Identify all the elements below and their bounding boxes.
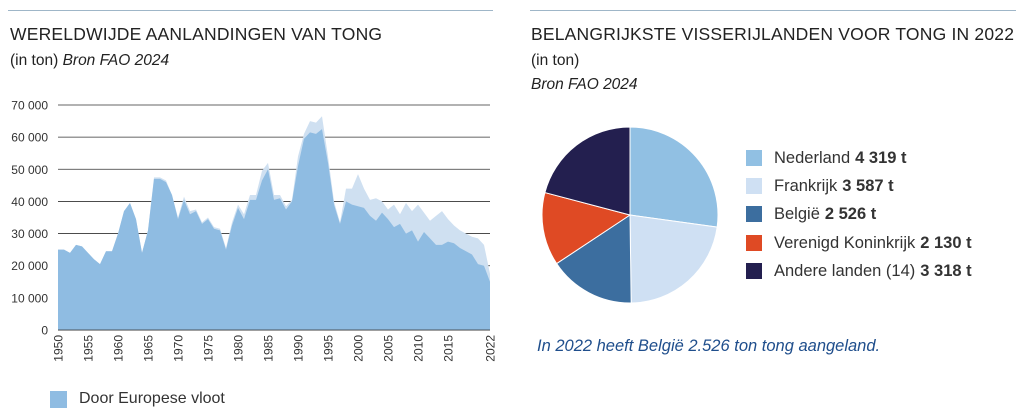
pie-legend-value: 4 319 t	[855, 148, 907, 167]
pie-legend-value: 2 130 t	[920, 233, 972, 252]
pie-slice-5	[544, 126, 631, 216]
left-legend: Door Europese vloot	[50, 390, 225, 408]
pie-legend-label: Nederland	[774, 148, 851, 167]
pie-legend-swatch	[746, 178, 762, 194]
x-tick-label: 2000	[352, 335, 366, 362]
pie-legend-label: België	[774, 204, 820, 223]
x-tick-label: 2010	[412, 335, 426, 362]
pie-slice-2	[629, 214, 718, 304]
pie-slice-1	[629, 126, 719, 228]
pie-legend-label: Frankrijk	[774, 176, 838, 195]
y-tick-label: 40 000	[11, 195, 48, 209]
pie-legend-item: Andere landen (14) 3 318 t	[746, 260, 972, 282]
legend-swatch-europe	[50, 390, 67, 408]
y-tick-label: 20 000	[11, 259, 48, 273]
y-tick-label: 0	[41, 324, 48, 338]
x-tick-label: 2022	[484, 335, 498, 362]
pie-legend-label: Verenigd Koninkrijk	[774, 233, 916, 252]
pie-legend-item: Frankrijk 3 587 t	[746, 175, 894, 197]
pie-chart	[541, 126, 719, 304]
area-europe	[58, 129, 490, 330]
pie-legend-swatch	[746, 263, 762, 279]
x-tick-label: 1975	[202, 335, 216, 362]
right-top-rule	[530, 10, 1016, 11]
right-subtitle-source: Bron FAO 2024	[531, 76, 638, 93]
pie-legend-value: 2 526 t	[824, 204, 877, 223]
legend-label-europe: Door Europese vloot	[79, 390, 225, 407]
pie-legend-swatch	[746, 150, 762, 166]
x-tick-label: 1970	[172, 335, 186, 362]
y-tick-label: 50 000	[11, 163, 48, 177]
pie-legend-label: Andere landen (14)	[774, 261, 916, 280]
x-tick-label: 1985	[262, 335, 276, 362]
right-subtitle-unit: (in ton)	[531, 52, 580, 69]
pie-legend-swatch	[746, 206, 762, 222]
x-tick-label: 1980	[232, 335, 246, 362]
x-tick-labels: 1950 1955 1960 1965 1970 1975 1980 1985 1990 1995…	[52, 335, 498, 362]
pie-legend-swatch	[746, 235, 762, 251]
x-tick-label: 1960	[112, 335, 126, 362]
y-tick-label: 30 000	[11, 227, 48, 241]
pie-legend-value: 3 318 t	[920, 261, 972, 280]
pie-legend-value: 3 587 t	[842, 176, 894, 195]
pie-slice-3	[555, 214, 632, 304]
y-tick-label: 70 000	[11, 99, 48, 113]
left-subtitle-unit: (in ton)	[10, 52, 59, 69]
pie-legend-item: België 2 526 t	[746, 203, 876, 225]
left-chart-subtitle: (in ton) Bron FAO 2024	[10, 52, 169, 70]
x-tick-label: 1965	[142, 335, 156, 362]
belgium-note: In 2022 heeft België 2.526 ton tong aang…	[537, 337, 881, 355]
x-tick-label: 1955	[82, 335, 96, 362]
pie-slice-4	[541, 191, 632, 265]
area-series	[58, 116, 490, 331]
x-tick-label: 1995	[322, 335, 336, 362]
y-tick-label: 60 000	[11, 131, 48, 145]
right-chart-title: BELANGRIJKSTE VISSERIJLANDEN VOOR TONG I…	[531, 24, 1015, 44]
pie-legend-item: Nederland 4 319 t	[746, 147, 907, 169]
x-tick-label: 1990	[292, 335, 306, 362]
x-tick-label: 2005	[382, 335, 396, 362]
pie-legend-item: Verenigd Koninkrijk 2 130 t	[746, 232, 972, 254]
y-tick-labels: 0 10 000 20 000 30 000 40 000 50 000 60 000 70 …	[11, 99, 48, 338]
left-top-rule	[8, 10, 493, 11]
y-tick-label: 10 000	[11, 291, 48, 305]
area-chart: 0 10 000 20 000 30 000 40 000 50 000 60 000 70 …	[11, 99, 498, 362]
left-chart-title: WERELDWIJDE AANLANDINGEN VAN TONG	[10, 24, 383, 44]
left-subtitle-source: Bron FAO 2024	[62, 52, 170, 69]
x-tick-label: 2015	[442, 335, 456, 362]
x-tick-label: 1950	[52, 335, 66, 362]
